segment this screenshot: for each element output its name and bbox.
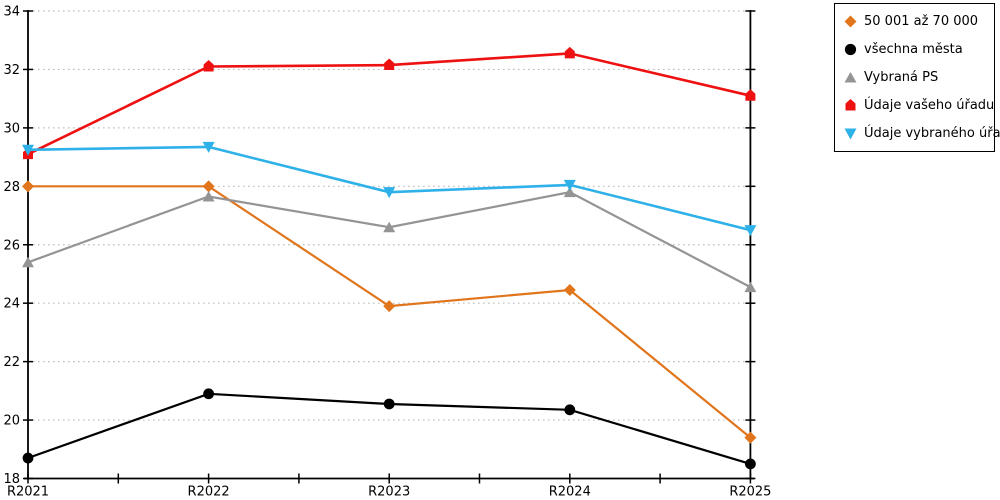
data-point-marker — [202, 141, 215, 153]
legend-label: Vybraná PS — [864, 69, 939, 85]
data-point-marker — [22, 144, 34, 156]
data-point-marker — [22, 452, 34, 464]
data-point-marker — [22, 180, 34, 193]
data-point-marker — [744, 281, 757, 293]
legend-label: 50 001 až 70 000 — [864, 14, 979, 30]
legend-item-vsechna-mesta[interactable]: všechna města — [844, 43, 990, 56]
legend-item-udaje-vaseho-uradu[interactable]: Údaje vašeho úřadu — [844, 98, 994, 112]
y-axis-label: 22 — [3, 355, 20, 370]
legend-item-udaje-vybraneho-uradu[interactable]: Údaje vybraného úřadu — [844, 127, 1000, 140]
data-point-marker — [383, 187, 396, 199]
x-axis-label: R2025 — [729, 485, 771, 500]
y-axis-label: 30 — [3, 121, 20, 136]
data-point-marker — [202, 180, 215, 193]
data-point-marker — [564, 46, 575, 59]
series-4 — [22, 141, 757, 237]
x-axis-label: R2023 — [368, 485, 410, 500]
data-point-marker — [383, 221, 396, 233]
series-2 — [22, 186, 757, 293]
legend-label: Údaje vašeho úřadu — [864, 97, 995, 113]
data-point-marker — [563, 179, 576, 191]
legend-label: Údaje vybraného úřadu — [864, 125, 1000, 141]
diamond-icon — [844, 15, 857, 28]
series-1 — [22, 388, 756, 470]
y-axis-label: 24 — [3, 297, 20, 312]
data-point-marker — [744, 431, 757, 444]
data-point-marker — [383, 398, 395, 410]
data-point-marker — [384, 58, 395, 71]
y-axis-label: 18 — [3, 472, 20, 487]
data-point-marker — [563, 284, 576, 297]
data-point-marker — [203, 60, 214, 72]
triangle-down-icon — [844, 127, 857, 140]
y-axis-label: 34 — [3, 5, 20, 20]
legend-item-50001-az-70000[interactable]: 50 001 až 70 000 — [844, 15, 990, 28]
data-point-marker — [22, 256, 34, 268]
data-point-marker — [745, 458, 756, 470]
series-3 — [23, 46, 756, 160]
y-axis-label: 20 — [3, 414, 20, 429]
house-pentagon-icon — [844, 98, 857, 112]
data-point-marker — [202, 191, 215, 202]
data-point-marker — [564, 404, 576, 416]
legend-item-vybrana-ps[interactable]: Vybraná PS — [844, 71, 990, 84]
y-axis-label: 28 — [3, 180, 20, 195]
legend-label: všechna města — [864, 42, 963, 58]
data-point-marker — [744, 225, 757, 237]
x-axis-label: R2022 — [188, 485, 230, 500]
x-axis-label: R2021 — [7, 485, 49, 500]
data-point-marker — [563, 186, 576, 198]
data-point-marker — [383, 300, 396, 313]
triangle-up-icon — [844, 71, 857, 84]
y-axis-label: 32 — [3, 63, 20, 78]
data-point-marker — [203, 388, 215, 400]
data-point-marker — [745, 89, 756, 101]
legend-box: 50 001 až 70 000 všechna města Vybraná P… — [834, 3, 1000, 152]
series-line — [27, 191, 751, 289]
series-0 — [22, 180, 757, 444]
y-axis-label: 26 — [3, 238, 20, 253]
circle-icon — [844, 43, 857, 56]
x-axis-label: R2024 — [549, 485, 591, 500]
